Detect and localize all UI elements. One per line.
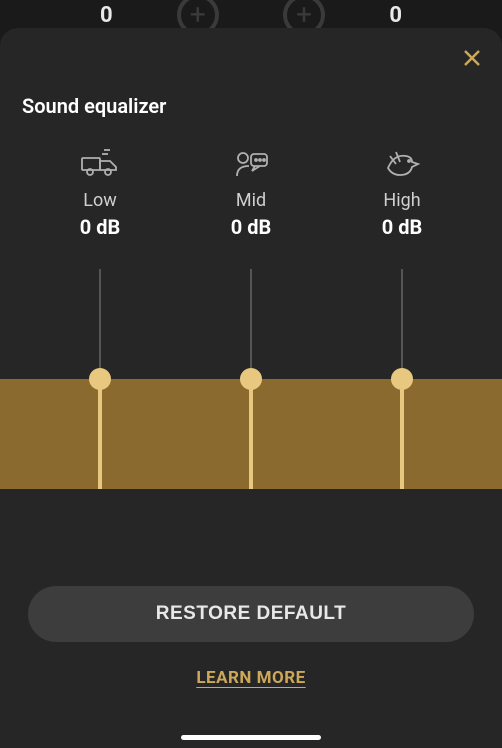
bg-left-value: 0	[100, 3, 113, 28]
slider-area	[0, 269, 502, 489]
bird-icon	[382, 148, 422, 180]
band-high-value: 0 dB	[382, 215, 422, 239]
band-mid-value: 0 dB	[231, 215, 271, 239]
home-indicator	[181, 735, 321, 740]
slider-thumb-mid[interactable]	[240, 368, 262, 390]
slider-thumb-high[interactable]	[391, 368, 413, 390]
restore-default-label: RESTORE DEFAULT	[156, 603, 346, 625]
band-mid: Mid 0 dB	[211, 148, 291, 239]
band-high: High 0 dB	[362, 148, 442, 239]
actions: RESTORE DEFAULT LEARN MORE	[0, 586, 502, 748]
band-low: Low 0 dB	[60, 148, 140, 239]
background-controls: 0 + + 0	[0, 0, 502, 30]
band-low-value: 0 dB	[80, 215, 120, 239]
equalizer-panel: Sound equalizer Low 0 dB	[0, 28, 502, 748]
panel-title: Sound equalizer	[0, 28, 502, 118]
band-high-label: High	[383, 190, 420, 211]
learn-more-link[interactable]: LEARN MORE	[196, 668, 305, 688]
close-icon	[460, 46, 484, 70]
learn-more-label: LEARN MORE	[196, 668, 305, 688]
band-mid-label: Mid	[236, 190, 266, 211]
voice-icon	[231, 148, 271, 180]
band-low-label: Low	[83, 190, 117, 211]
close-button[interactable]	[458, 44, 486, 72]
truck-icon	[80, 148, 120, 180]
restore-default-button[interactable]: RESTORE DEFAULT	[28, 586, 474, 642]
bands-header: Low 0 dB Mid 0 dB	[0, 118, 502, 239]
bg-right-value: 0	[389, 3, 402, 28]
slider-thumb-low[interactable]	[89, 368, 111, 390]
